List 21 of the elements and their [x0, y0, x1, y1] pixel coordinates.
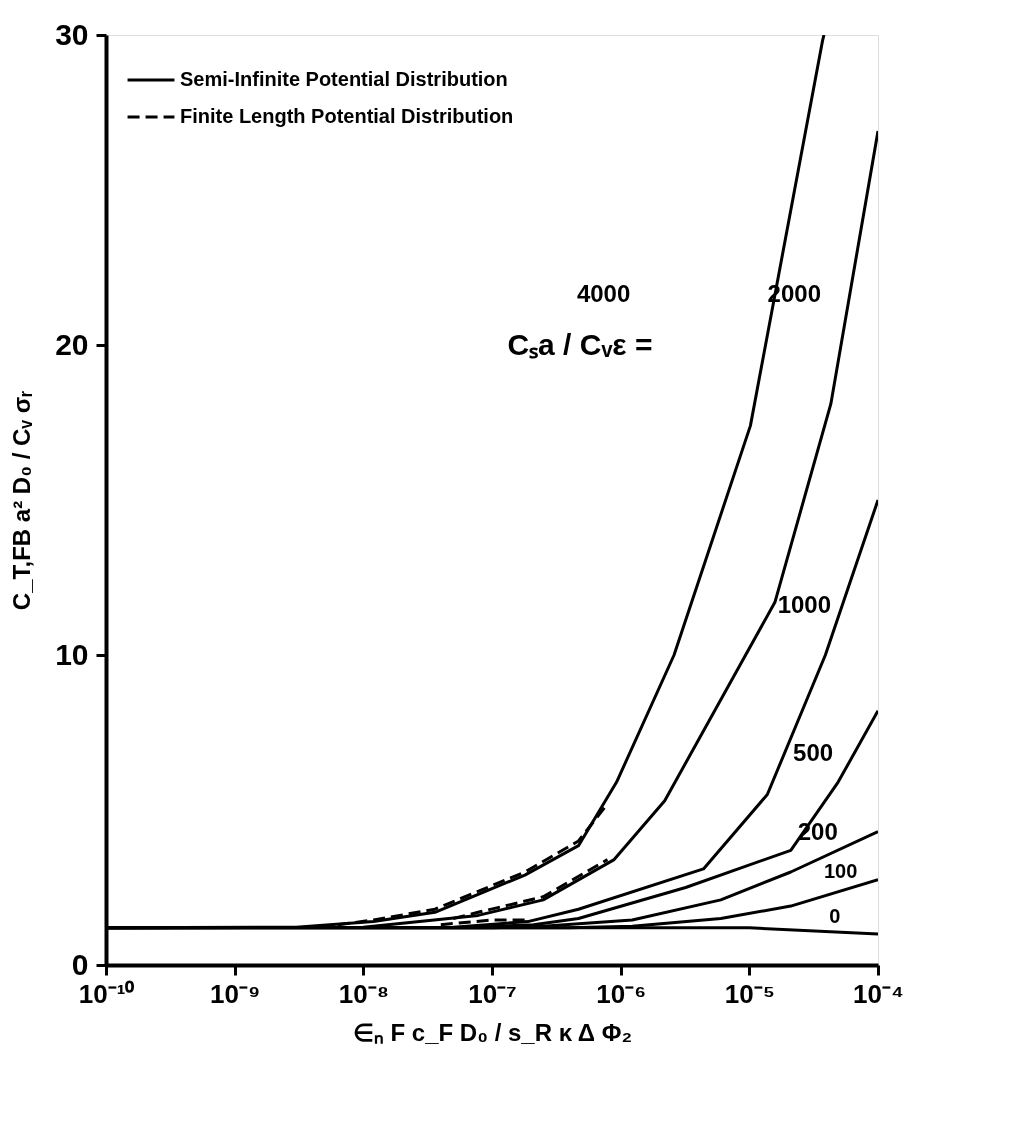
- x-tick-label: 10⁻¹⁰: [78, 978, 136, 1009]
- annotation: 0: [829, 904, 841, 927]
- annotation: 1000: [777, 591, 832, 619]
- x-tick-label: 10⁻⁹: [210, 978, 261, 1009]
- x-tick-label: 10⁻⁶: [596, 978, 647, 1009]
- x-tick-label: 10⁻⁴: [853, 978, 904, 1009]
- annotation: 4000: [576, 280, 631, 308]
- annotation: 500: [793, 738, 834, 766]
- annotation: 100: [823, 860, 858, 882]
- legend-label: Finite Length Potential Distribution: [180, 105, 514, 127]
- legend-label: Semi-Infinite Potential Distribution: [180, 68, 508, 90]
- x-tick-label: 10⁻⁵: [724, 978, 775, 1009]
- y-tick-label: 10: [55, 637, 89, 671]
- y-tick-label: 20: [55, 327, 89, 361]
- annotation: Cₛa / Cᵥε =: [507, 327, 653, 361]
- x-tick-label: 10⁻⁸: [338, 978, 389, 1009]
- x-tick-label: 10⁻⁷: [468, 978, 517, 1009]
- y-tick-label: 30: [55, 17, 89, 51]
- y-tick-label: 0: [71, 947, 89, 981]
- x-axis-title: ∈ₙ F c_F D₀ / s_R κ Δ Φ₂: [352, 1018, 633, 1046]
- y-axis-title: C_T,FB a² D₀ / Cᵥ σᵣ: [8, 390, 36, 611]
